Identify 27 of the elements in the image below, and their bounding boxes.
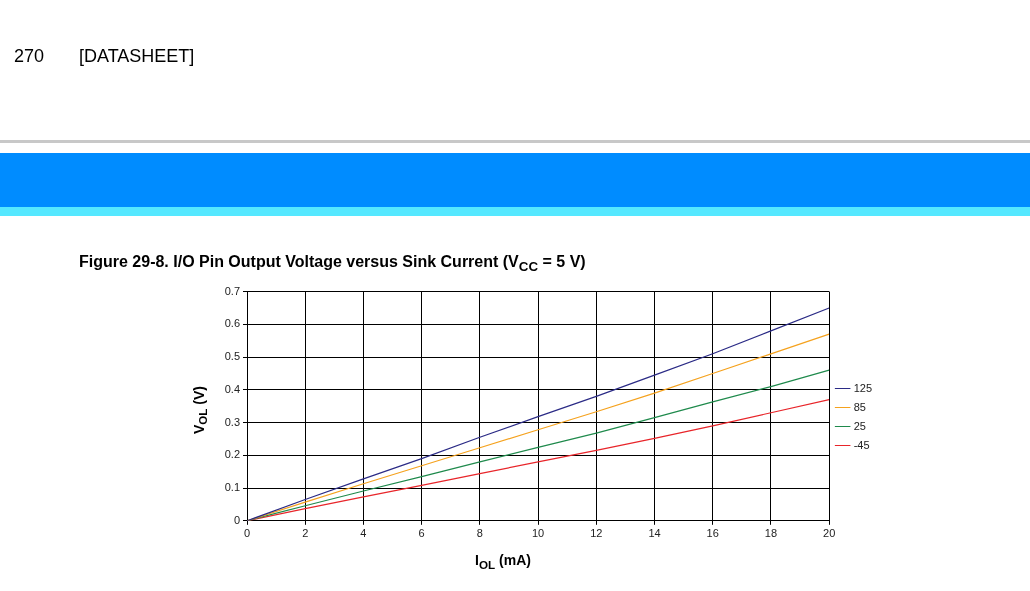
legend-label: 25 xyxy=(853,419,866,432)
y-tick-label: 0.6 xyxy=(224,317,240,330)
legend-label: 85 xyxy=(853,400,866,413)
x-tick-label: 20 xyxy=(823,527,836,540)
y-tick-label: 0.2 xyxy=(224,448,240,461)
y-tick-label: 0.1 xyxy=(224,481,240,494)
x-tick-label: 10 xyxy=(531,527,545,540)
y-tick-label: 0.5 xyxy=(224,350,240,363)
x-tick-label: 2 xyxy=(302,527,309,540)
x-tick-label: 14 xyxy=(648,527,661,540)
x-tick-label: 0 xyxy=(243,527,251,540)
y-tick-label: 0.3 xyxy=(224,415,240,428)
x-tick-label: 12 xyxy=(590,527,603,540)
y-tick-label: 0.4 xyxy=(224,382,240,395)
x-tick-label: 16 xyxy=(706,527,719,540)
legend-label: -45 xyxy=(853,438,870,451)
x-tick-label: 4 xyxy=(360,527,367,540)
legend-label: 125 xyxy=(853,381,873,394)
text: 270 xyxy=(14,46,45,67)
y-tick-label: 0 xyxy=(233,513,240,526)
x-tick-label: 8 xyxy=(476,527,483,540)
chart-title: Figure 29-8. I/O Pin Output Voltage versus Sink Current (V$_{CC}$ = 5 V) xyxy=(79,253,586,275)
x-tick-label: 18 xyxy=(764,527,778,540)
x-axis-title: I$_{OL}$ (mA) xyxy=(475,552,531,571)
text: [DATASHEET] xyxy=(79,46,195,67)
x-tick-label: 6 xyxy=(418,527,425,540)
y-tick-label: 0.7 xyxy=(224,284,240,297)
